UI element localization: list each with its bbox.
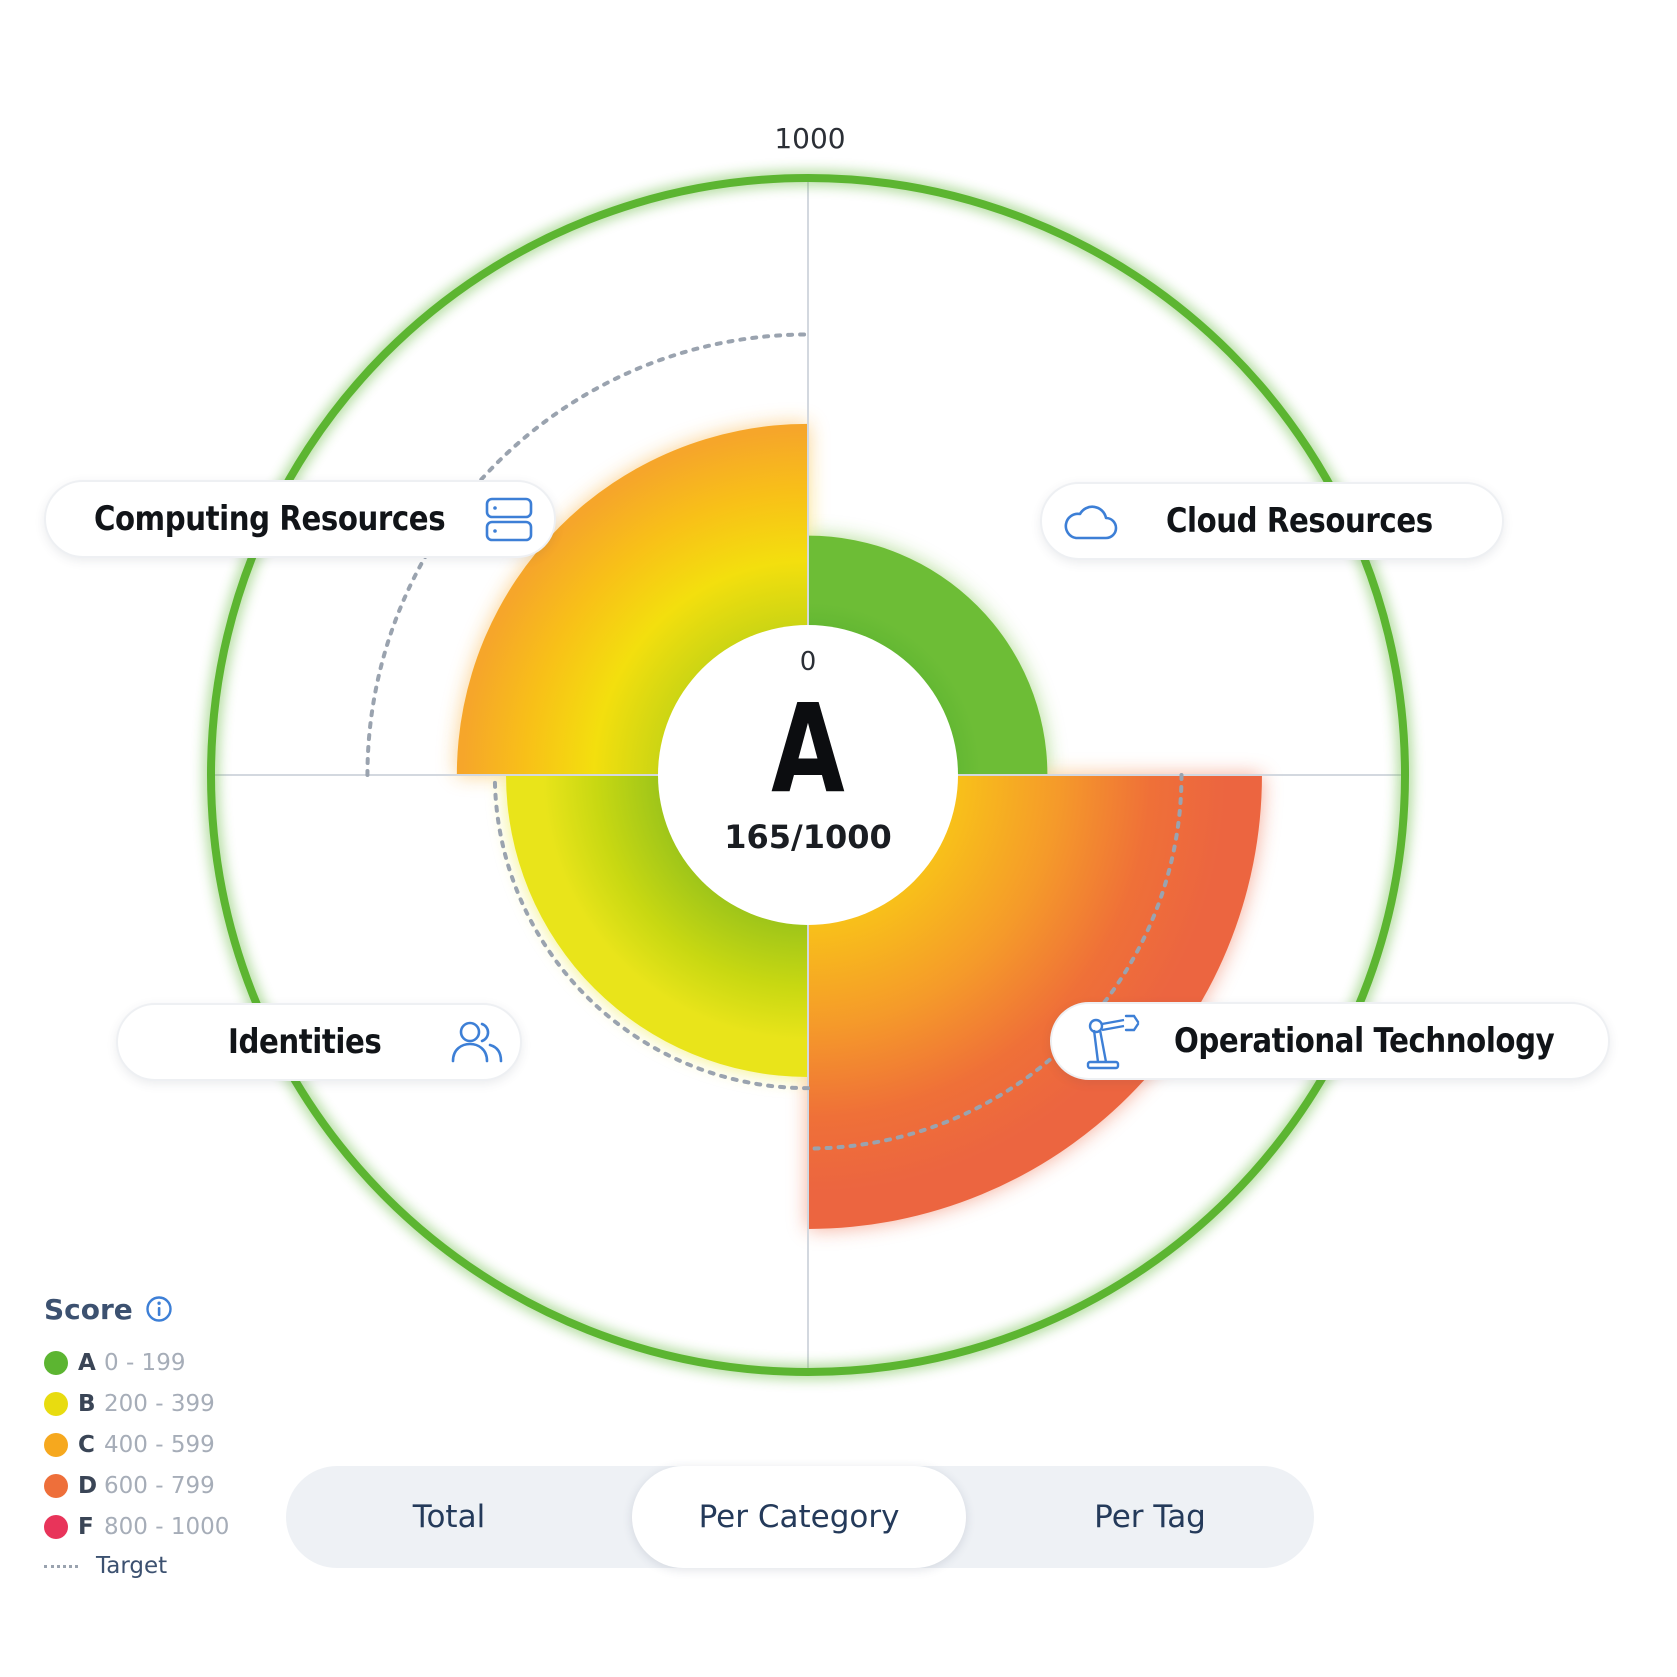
legend-range: 200 - 399 (104, 1390, 215, 1417)
info-icon[interactable] (145, 1295, 173, 1323)
legend-grade: B (78, 1390, 96, 1417)
legend-color-dot (44, 1514, 68, 1539)
legend-color-dot (44, 1391, 68, 1416)
category-label: Cloud Resources (1166, 501, 1433, 541)
category-pill-identities[interactable]: Identities (116, 1003, 522, 1081)
category-label: Identities (228, 1022, 382, 1062)
category-pill-operational-technology[interactable]: Operational Technology (1050, 1002, 1610, 1080)
category-label: Operational Technology (1174, 1021, 1555, 1061)
target-arc-computing-resources (365, 332, 810, 777)
legend-target-label: Target (96, 1553, 168, 1579)
cloud-icon (1060, 500, 1120, 544)
robot-arm-icon (1080, 1012, 1146, 1072)
category-label: Computing Resources (94, 499, 446, 539)
legend-item-a: A 0 - 199 (44, 1342, 294, 1383)
category-pill-cloud-resources[interactable]: Cloud Resources (1040, 482, 1504, 560)
wedge-computing-resources[interactable] (456, 423, 808, 775)
users-icon (448, 1017, 506, 1069)
scale-max-label: 1000 (774, 122, 846, 155)
outer-ring (207, 174, 1409, 1376)
outer-ring-layer (203, 170, 1413, 1380)
tab-per-tag[interactable]: Per Tag (1094, 1499, 1206, 1535)
legend-grade: D (78, 1472, 98, 1499)
legend-item-b: B 200 - 399 (44, 1383, 294, 1424)
tab-per-category[interactable]: Per Category (632, 1466, 966, 1568)
legend-item-f: F 800 - 1000 (44, 1506, 294, 1547)
legend-color-dot (44, 1432, 68, 1457)
wedge-cloud-resources[interactable] (808, 535, 1048, 775)
legend-range: 800 - 1000 (104, 1513, 230, 1540)
legend-color-dot (44, 1350, 68, 1375)
legend-item-d: D 600 - 799 (44, 1465, 294, 1506)
tab-total[interactable]: Total (412, 1499, 486, 1535)
legend-grade: C (78, 1431, 95, 1458)
legend-target: Target (44, 1547, 294, 1585)
target-dash-swatch (44, 1564, 78, 1568)
view-mode-segmented-control: Total Per Category Per Tag (286, 1466, 1314, 1568)
legend-title-text: Score (44, 1292, 133, 1326)
wedge-identities[interactable] (506, 775, 808, 1077)
legend-range: 0 - 199 (104, 1349, 186, 1376)
center-score-disc (658, 625, 958, 925)
legend-grade: A (78, 1349, 96, 1376)
target-arc-identities (492, 773, 810, 1091)
server-icon (484, 496, 534, 544)
legend-color-dot (44, 1473, 68, 1498)
legend-range: 400 - 599 (104, 1431, 215, 1458)
legend-grade: F (78, 1513, 94, 1540)
wedge-layer (456, 423, 1262, 1229)
legend-item-c: C 400 - 599 (44, 1424, 294, 1465)
legend-range: 600 - 799 (104, 1472, 215, 1499)
wedge-operational-technology[interactable] (808, 775, 1262, 1229)
category-pill-computing-resources[interactable]: Computing Resources (44, 480, 556, 558)
legend-title: Score (44, 1290, 294, 1328)
